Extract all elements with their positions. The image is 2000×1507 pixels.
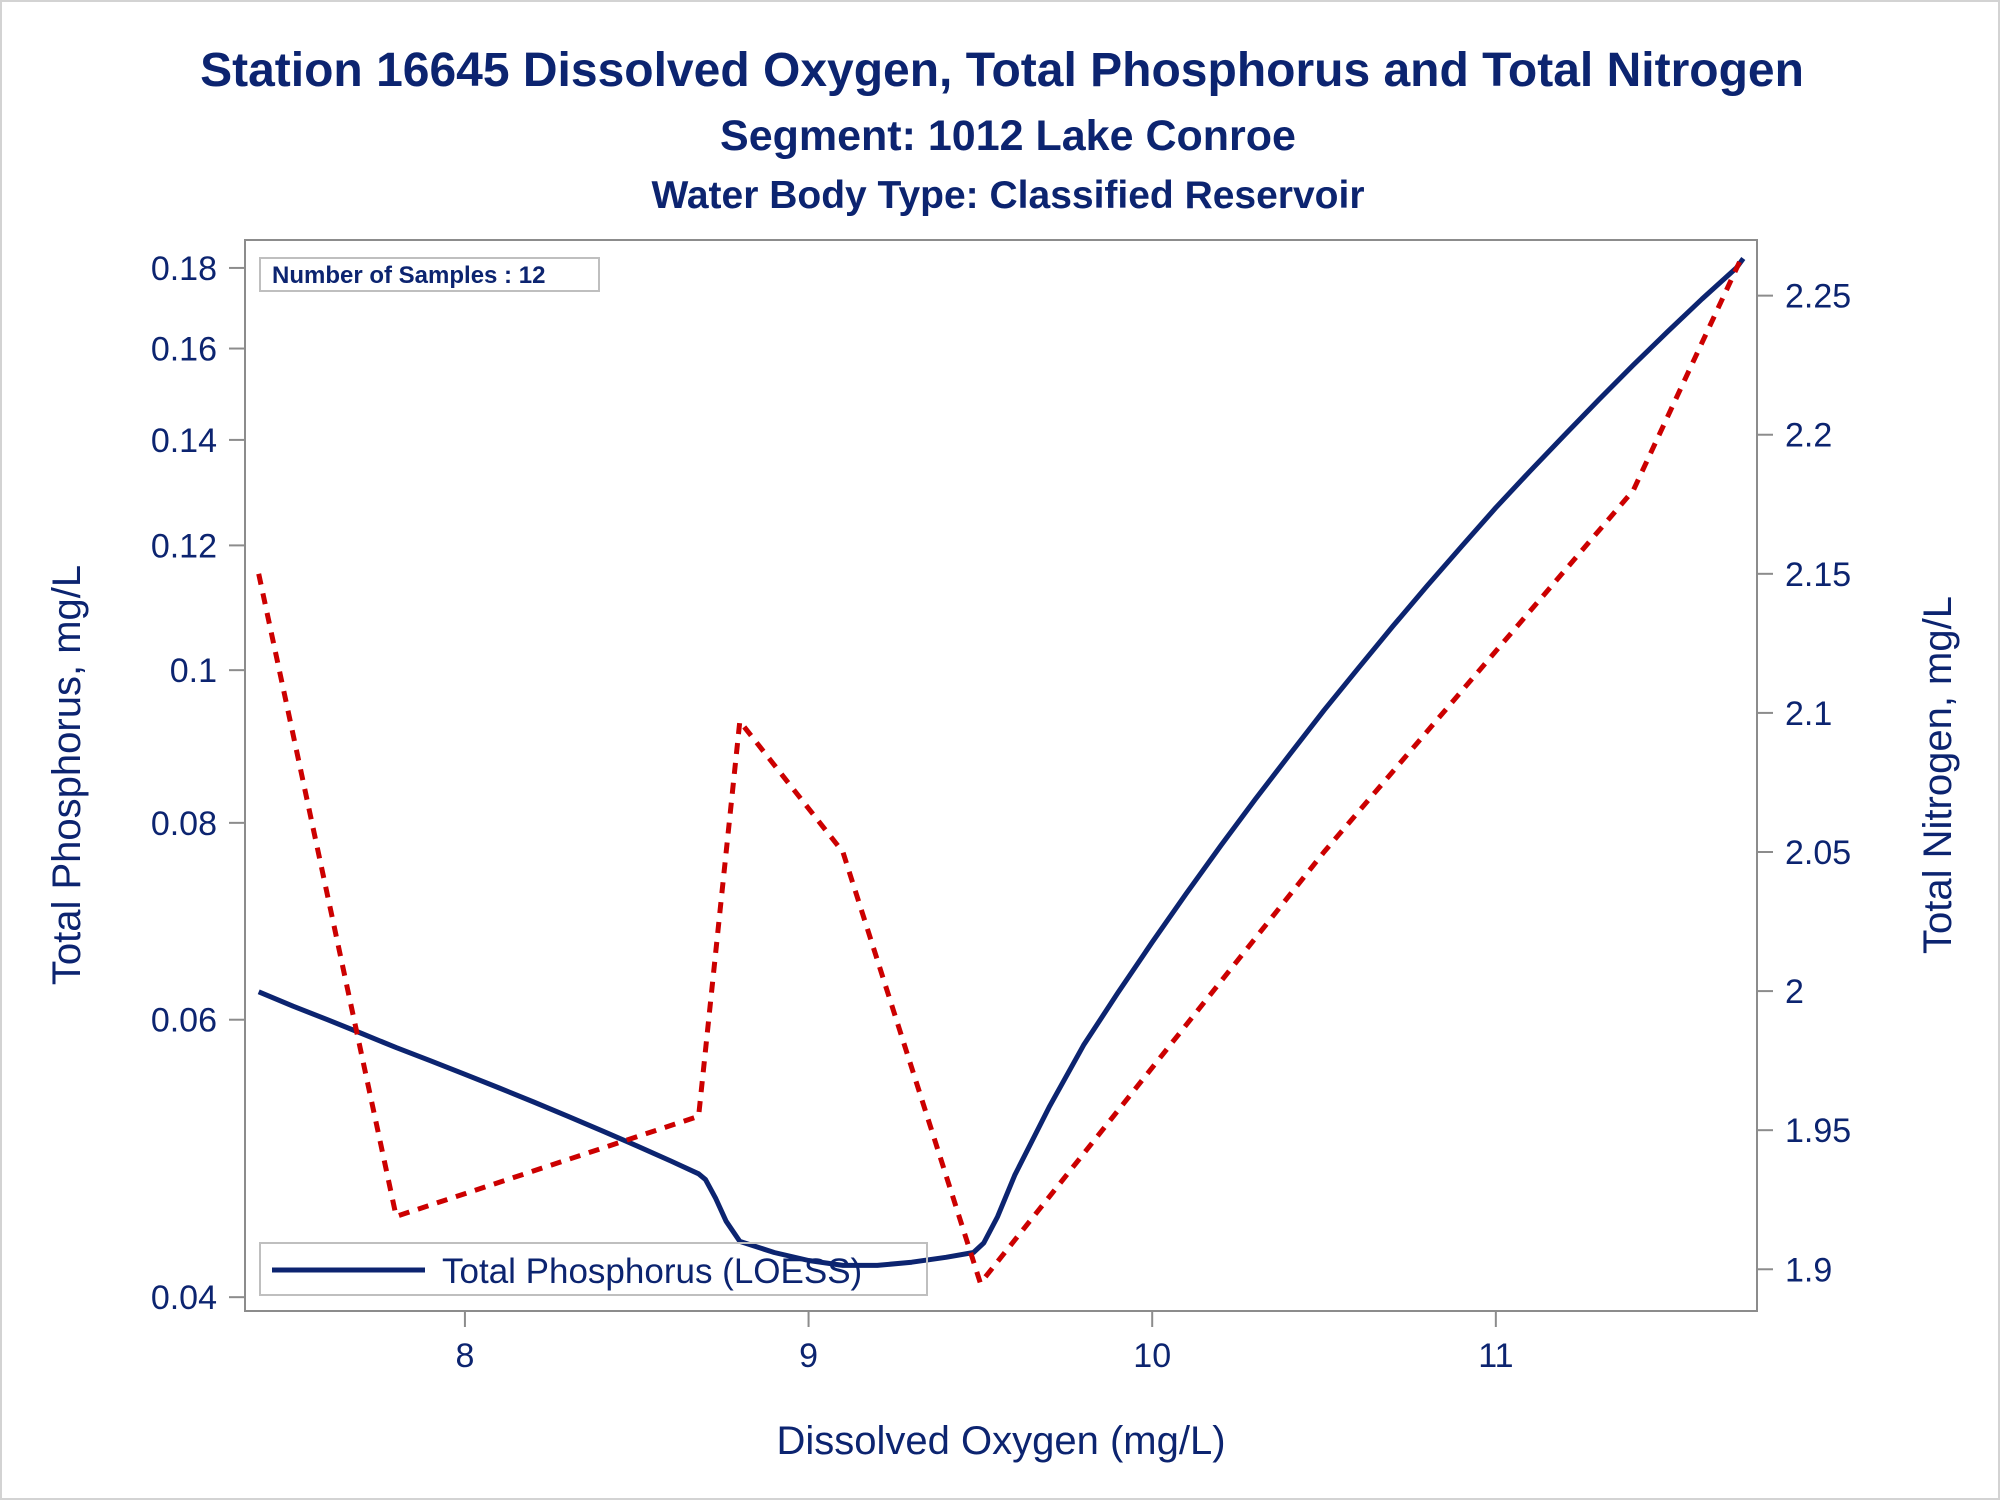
y-left-tick-label: 0.04: [151, 1279, 217, 1317]
sample-count-text: Number of Samples : 12: [272, 262, 545, 289]
y-left-tick-label: 0.12: [151, 527, 217, 565]
y-right-tick-label: 2.15: [1785, 556, 1851, 594]
chart-title: Station 16645 Dissolved Oxygen, Total Ph…: [200, 44, 1804, 97]
y-left-tick-label: 0.08: [151, 805, 217, 843]
series-line-phosphorus: [257, 257, 1746, 1268]
y-right-tick-label: 1.95: [1785, 1112, 1851, 1150]
y-right-tick-label: 1.9: [1785, 1251, 1832, 1289]
x-tick-label: 8: [455, 1337, 474, 1375]
y-left-tick-label: 0.1: [170, 652, 217, 690]
plot-area: [244, 239, 1758, 1312]
x-axis-label: Dissolved Oxygen (mg/L): [776, 1419, 1225, 1463]
x-axis: 8 9 10 11: [455, 1311, 1513, 1375]
y-axis-left-label: Total Phosphorus, mg/L: [45, 565, 89, 985]
y-right-tick-label: 2.05: [1785, 834, 1851, 872]
left-axis: 0.04 0.06 0.08 0.1 0.12 0.14 0.16 0.18: [151, 250, 245, 1317]
y-left-tick-label: 0.14: [151, 422, 217, 460]
y-right-tick-label: 2.25: [1785, 278, 1851, 316]
chart-subtitle-waterbody: Water Body Type: Classified Reservoir: [651, 174, 1364, 217]
y-right-tick-label: 2: [1785, 973, 1804, 1011]
series-layer: [256, 252, 1746, 1286]
y-left-tick-label: 0.06: [151, 1002, 217, 1040]
x-tick-label: 10: [1133, 1337, 1171, 1375]
x-tick-label: 11: [1478, 1337, 1513, 1375]
y-axis-right-label: Total Nitrogen, mg/L: [1916, 596, 1960, 954]
legend-label-phosphorus: Total Phosphorus (LOESS): [442, 1252, 862, 1291]
y-left-tick-label: 0.18: [151, 250, 217, 288]
y-left-tick-label: 0.16: [151, 331, 217, 369]
y-right-tick-label: 2.2: [1785, 417, 1832, 455]
chart-subtitle-segment: Segment: 1012 Lake Conroe: [720, 112, 1296, 160]
series-line-nitrogen: [256, 252, 1746, 1286]
legend-box: [259, 1242, 928, 1296]
y-right-tick-label: 2.1: [1785, 695, 1832, 733]
sample-count-box: [259, 257, 600, 292]
x-tick-label: 9: [799, 1337, 818, 1375]
right-axis: 1.9 1.95 2 2.05 2.1 2.15 2.2 2.25: [1757, 278, 1851, 1289]
